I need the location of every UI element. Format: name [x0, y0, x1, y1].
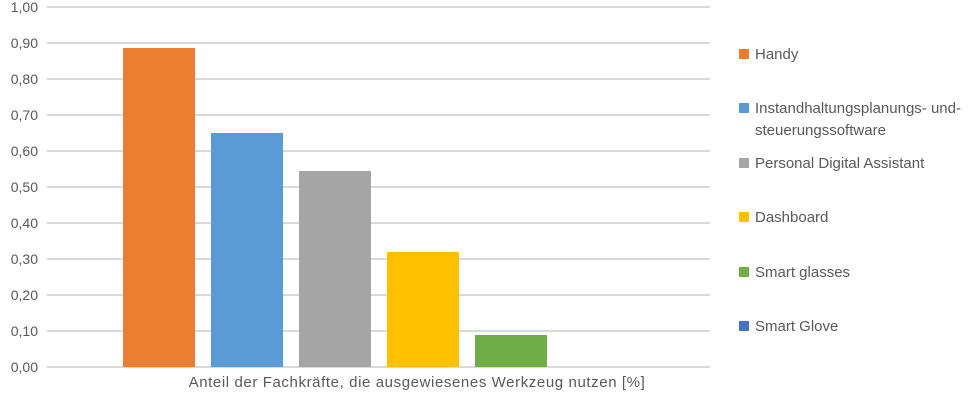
legend-label: Smart Glove	[755, 316, 838, 338]
y-tick-label: 0,80	[10, 71, 38, 87]
legend-item-handy: Handy	[739, 44, 798, 66]
x-axis-title: Anteil der Fachkräfte, die ausgewiesenes…	[188, 374, 646, 391]
legend-label-line: Dashboard	[755, 209, 829, 226]
legend-swatch	[739, 158, 749, 168]
bar-handy	[123, 48, 195, 367]
gridline	[47, 186, 710, 188]
legend-label: Smart glasses	[755, 262, 850, 284]
legend-label: Handy	[755, 44, 798, 66]
gridline	[47, 330, 710, 332]
y-tick-label: 0,00	[10, 359, 38, 375]
plot-area	[47, 6, 710, 368]
legend-label-line: Personal Digital Assistant	[755, 155, 925, 172]
legend-swatch	[739, 321, 749, 331]
gridline	[47, 114, 710, 116]
legend-item-smart-glove: Smart Glove	[739, 316, 838, 338]
bar-smart-glasses	[475, 334, 547, 367]
legend-item-smart-glasses: Smart glasses	[739, 262, 850, 284]
legend-label: Personal Digital Assistant	[755, 153, 924, 175]
y-tick-label: 0,10	[10, 323, 38, 339]
y-tick-label: 0,60	[10, 143, 38, 159]
legend: Handy Instandhaltungsplanungs- und-steuer…	[739, 44, 979, 384]
gridline	[47, 258, 710, 260]
y-tick-label: 0,70	[10, 107, 38, 123]
gridline	[47, 366, 710, 368]
y-tick-label: 0,50	[10, 179, 38, 195]
legend-label: Instandhaltungsplanungs- und-steuerungss…	[755, 98, 961, 142]
gridline	[47, 222, 710, 224]
gridline	[47, 6, 710, 8]
y-axis: 0,00 0,10 0,20 0,30 0,40 0,50 0,60 0,70 0,80 0,90…	[0, 0, 38, 375]
bar-dashboard	[387, 251, 459, 367]
legend-swatch	[739, 212, 749, 222]
bar-instandhaltungsplanungs-und-steuerungssoftware	[211, 133, 283, 367]
legend-swatch	[739, 49, 749, 59]
legend-swatch	[739, 267, 749, 277]
y-tick-label: 0,40	[10, 215, 38, 231]
legend-item-personal-digital-assistant: Personal Digital Assistant	[739, 153, 924, 175]
gridline	[47, 42, 710, 44]
y-tick-label: 1,00	[10, 0, 38, 15]
legend-label: Dashboard	[755, 207, 828, 229]
y-tick-label: 0,30	[10, 251, 38, 267]
legend-label-line: Instandhaltungsplanungs- und-	[755, 100, 961, 117]
legend-label-line: Handy	[755, 46, 799, 63]
gridline	[47, 294, 710, 296]
legend-label-line: Smart glasses	[755, 264, 851, 281]
y-tick-label: 0,90	[10, 35, 38, 51]
y-tick-label: 0,20	[10, 287, 38, 303]
legend-item-instandhaltungsplanungs-und-steuerungssoftware: Instandhaltungsplanungs- und-steuerungss…	[739, 98, 961, 142]
legend-label-line: Smart Glove	[755, 318, 839, 335]
gridline	[47, 78, 710, 80]
legend-swatch	[739, 103, 749, 113]
gridline	[47, 150, 710, 152]
legend-label-line: steuerungssoftware	[755, 122, 886, 139]
bar-personal-digital-assistant	[299, 170, 371, 367]
legend-item-dashboard: Dashboard	[739, 207, 828, 229]
